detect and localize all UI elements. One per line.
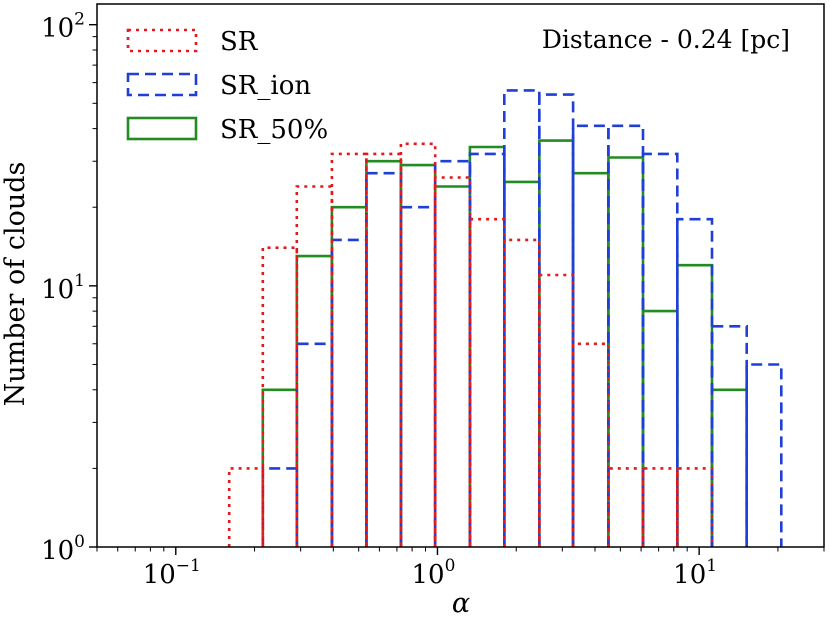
legend: SR SR_ion SR_50% <box>126 27 328 145</box>
histogram-bar <box>538 273 575 547</box>
histogram-bar <box>365 159 403 547</box>
histogram-bar <box>468 217 506 547</box>
x-axis-label: α <box>452 588 470 619</box>
histogram-bar <box>365 152 403 547</box>
histogram-bar <box>399 163 437 547</box>
histogram-bar <box>399 142 437 547</box>
legend-label: SR_ion <box>220 71 311 101</box>
histogram-bar <box>641 467 679 547</box>
histogram-bar <box>295 342 334 547</box>
legend-swatch <box>126 72 198 97</box>
histogram-series-layer <box>227 89 783 547</box>
histogram-bar <box>330 152 368 547</box>
y-tick-label: 102 <box>41 10 85 44</box>
histogram-bar <box>641 152 679 547</box>
histogram-bar <box>433 176 472 547</box>
x-tick-label: 101 <box>673 556 717 590</box>
histogram-bar <box>295 254 334 547</box>
histogram-bar <box>433 185 472 547</box>
histogram-bar <box>468 152 506 547</box>
histogram-bar <box>295 185 334 547</box>
y-tick-label: 101 <box>41 271 85 305</box>
x-tick-label: 100 <box>411 556 455 590</box>
histogram-bar <box>468 145 506 547</box>
histogram-bar <box>433 159 472 547</box>
histogram-bar <box>399 205 437 547</box>
histogram-bar <box>538 93 575 547</box>
distance-annotation: Distance - 0.24 [pc] <box>542 25 790 54</box>
y-axis-ticks: 100 101 102 <box>41 10 97 566</box>
histogram-bar <box>227 467 265 547</box>
legend-label: SR <box>220 27 259 57</box>
histogram-bar <box>503 180 541 547</box>
histogram-bar <box>676 217 714 547</box>
histogram-bar <box>641 309 679 547</box>
legend-label: SR_50% <box>220 115 328 145</box>
histogram-bar <box>571 171 610 547</box>
legend-swatch <box>126 116 198 141</box>
x-tick-label: 10−1 <box>143 556 201 590</box>
histogram-bar <box>503 238 541 547</box>
histogram-bar <box>745 363 783 547</box>
y-tick-label: 100 <box>41 532 85 566</box>
y-axis-label: Number of clouds <box>0 162 31 407</box>
histogram-bar <box>538 139 575 547</box>
histogram-bar <box>607 467 645 547</box>
series-2 <box>261 89 783 547</box>
histogram-bar <box>607 124 645 547</box>
histogram-bar <box>330 238 368 547</box>
histogram-bar <box>571 124 610 547</box>
histogram-bar <box>676 467 714 547</box>
histogram-bar <box>710 388 748 547</box>
histogram-bar <box>571 342 610 547</box>
histogram-bar <box>607 156 645 547</box>
histogram-bar <box>261 246 299 547</box>
legend-swatch <box>126 28 198 53</box>
histogram-bar <box>503 89 541 547</box>
x-axis-ticks: 10−1 100 101 <box>96 547 825 590</box>
plot-frame <box>96 3 825 548</box>
series-1 <box>227 142 714 547</box>
histogram-bar <box>710 325 748 547</box>
histogram-bar <box>676 263 714 547</box>
histogram-bar <box>365 171 403 547</box>
histogram-bar <box>330 205 368 547</box>
histogram-bar <box>261 467 299 547</box>
